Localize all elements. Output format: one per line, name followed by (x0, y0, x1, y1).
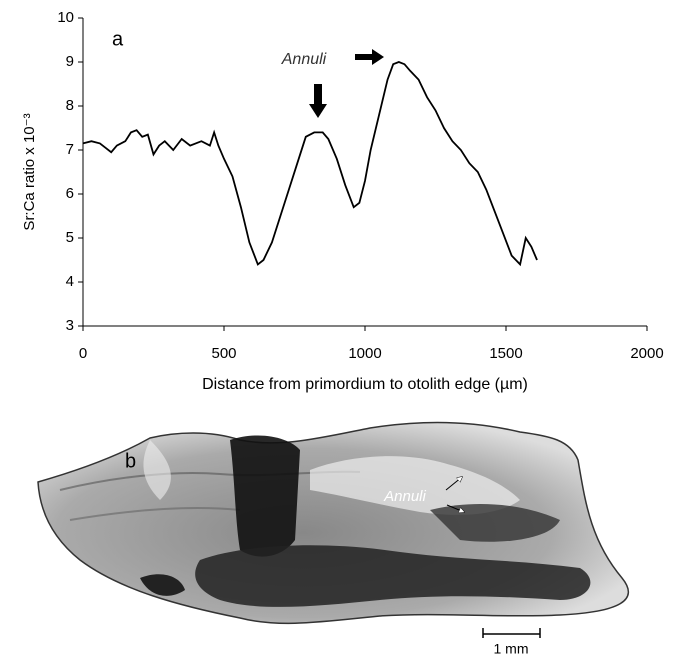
x-tick-label: 1000 (348, 345, 381, 362)
y-tick-label: 10 (57, 9, 74, 26)
y-tick-label: 6 (66, 185, 74, 202)
x-tick-label: 1500 (489, 345, 522, 362)
arrow (446, 504, 464, 512)
panel-label: a (112, 28, 124, 50)
otolith-image (37, 421, 629, 625)
y-axis-label: Sr:Ca ratio x 10⁻³ (21, 113, 38, 230)
y-tick-label: 8 (66, 97, 74, 114)
arrow (355, 49, 384, 65)
data-line (82, 61, 538, 267)
y-tick-label: 3 (66, 317, 74, 334)
x-tick-label: 0 (79, 345, 87, 362)
y-tick-label: 4 (66, 273, 74, 290)
plot: 3 4 5 6 7 8 9 10 0 500 1000 1500 2000 (57, 9, 663, 362)
x-axis-label: Distance from primordium to otolith edge… (202, 376, 528, 393)
x-tick-label: 2000 (630, 345, 663, 362)
arrow (309, 84, 327, 118)
annotation: Annuli (281, 51, 327, 68)
scale-bar-label: 1 mm (494, 641, 529, 657)
y-tick-label: 7 (66, 141, 74, 158)
arrow (445, 477, 462, 491)
annotation: Annuli (383, 488, 426, 505)
y-tick-label: 9 (66, 53, 74, 70)
y-tick-label: 5 (66, 229, 74, 246)
x-tick-label: 500 (211, 345, 236, 362)
scale-bar (482, 628, 541, 638)
panel-label: b (125, 450, 136, 472)
